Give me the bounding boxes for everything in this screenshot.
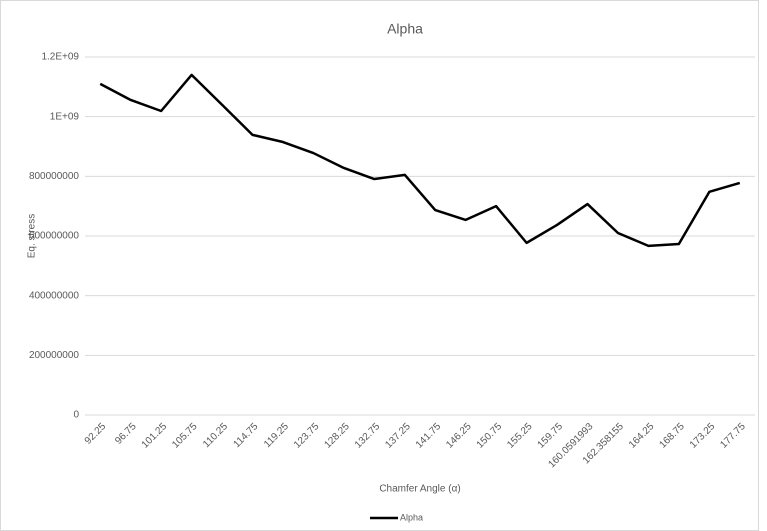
y-tick-label: 1.2E+09 bbox=[41, 52, 79, 63]
y-tick-label: 600000000 bbox=[29, 231, 79, 242]
y-tick-label: 800000000 bbox=[29, 171, 79, 182]
chart-title: Alpha bbox=[387, 21, 423, 37]
y-tick-label: 400000000 bbox=[29, 290, 79, 301]
y-tick-label: 0 bbox=[73, 410, 79, 421]
y-tick-label: 1E+09 bbox=[50, 111, 80, 122]
y-axis-title: Eq. stress bbox=[27, 214, 38, 258]
legend-label: Alpha bbox=[400, 512, 423, 522]
y-tick-label: 200000000 bbox=[29, 350, 79, 361]
data-line bbox=[99, 73, 741, 248]
x-axis-title: Chamfer Angle (α) bbox=[379, 484, 460, 495]
